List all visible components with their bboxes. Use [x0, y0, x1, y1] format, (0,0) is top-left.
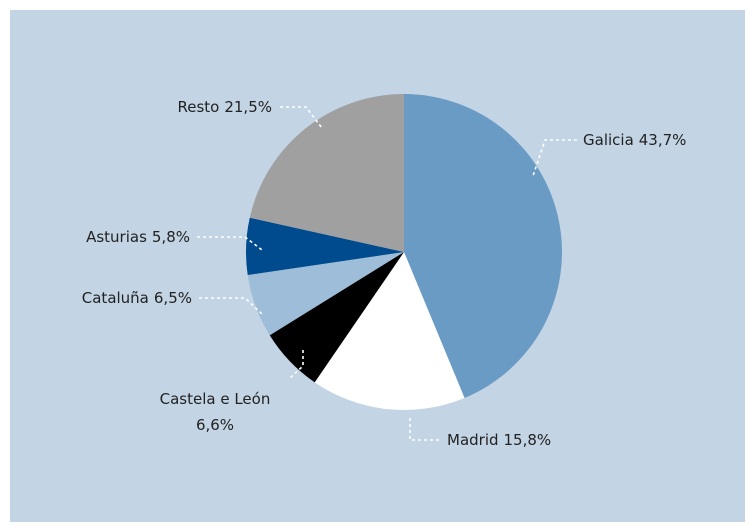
slice-name: Asturias [86, 228, 147, 246]
slice-label: Galicia 43,7% [583, 131, 686, 149]
slice-name: Cataluña [82, 289, 149, 307]
pie-slice [247, 252, 404, 336]
leader-line [199, 297, 263, 315]
slice-name: Castela e León [160, 390, 271, 408]
slice-label: Castela e León 6,6% [160, 390, 271, 434]
pie-slice [269, 252, 404, 383]
slice-value: 15,8% [504, 431, 552, 449]
slice-label: Cataluña 6,5% [82, 289, 192, 307]
slice-value: 21,5% [224, 98, 272, 116]
pie-slice [314, 252, 465, 410]
pie-slice [249, 94, 404, 252]
slice-value: 6,5% [154, 289, 192, 307]
slice-value: 5,8% [152, 228, 190, 246]
slice-value: 6,6% [196, 416, 234, 434]
slice-label: Asturias 5,8% [86, 228, 190, 246]
leader-line [280, 106, 323, 129]
slice-name: Galicia [583, 131, 634, 149]
slice-name: Madrid [447, 431, 499, 449]
leader-line [409, 418, 440, 441]
pie-slice [246, 217, 404, 276]
leader-line [197, 236, 263, 251]
leader-line [532, 139, 577, 177]
slice-label: Madrid 15,8% [447, 431, 551, 449]
slice-name: Resto [177, 98, 219, 116]
slice-value: 43,7% [639, 131, 687, 149]
slice-label: Resto 21,5% [177, 98, 272, 116]
pie-slice [404, 94, 562, 398]
